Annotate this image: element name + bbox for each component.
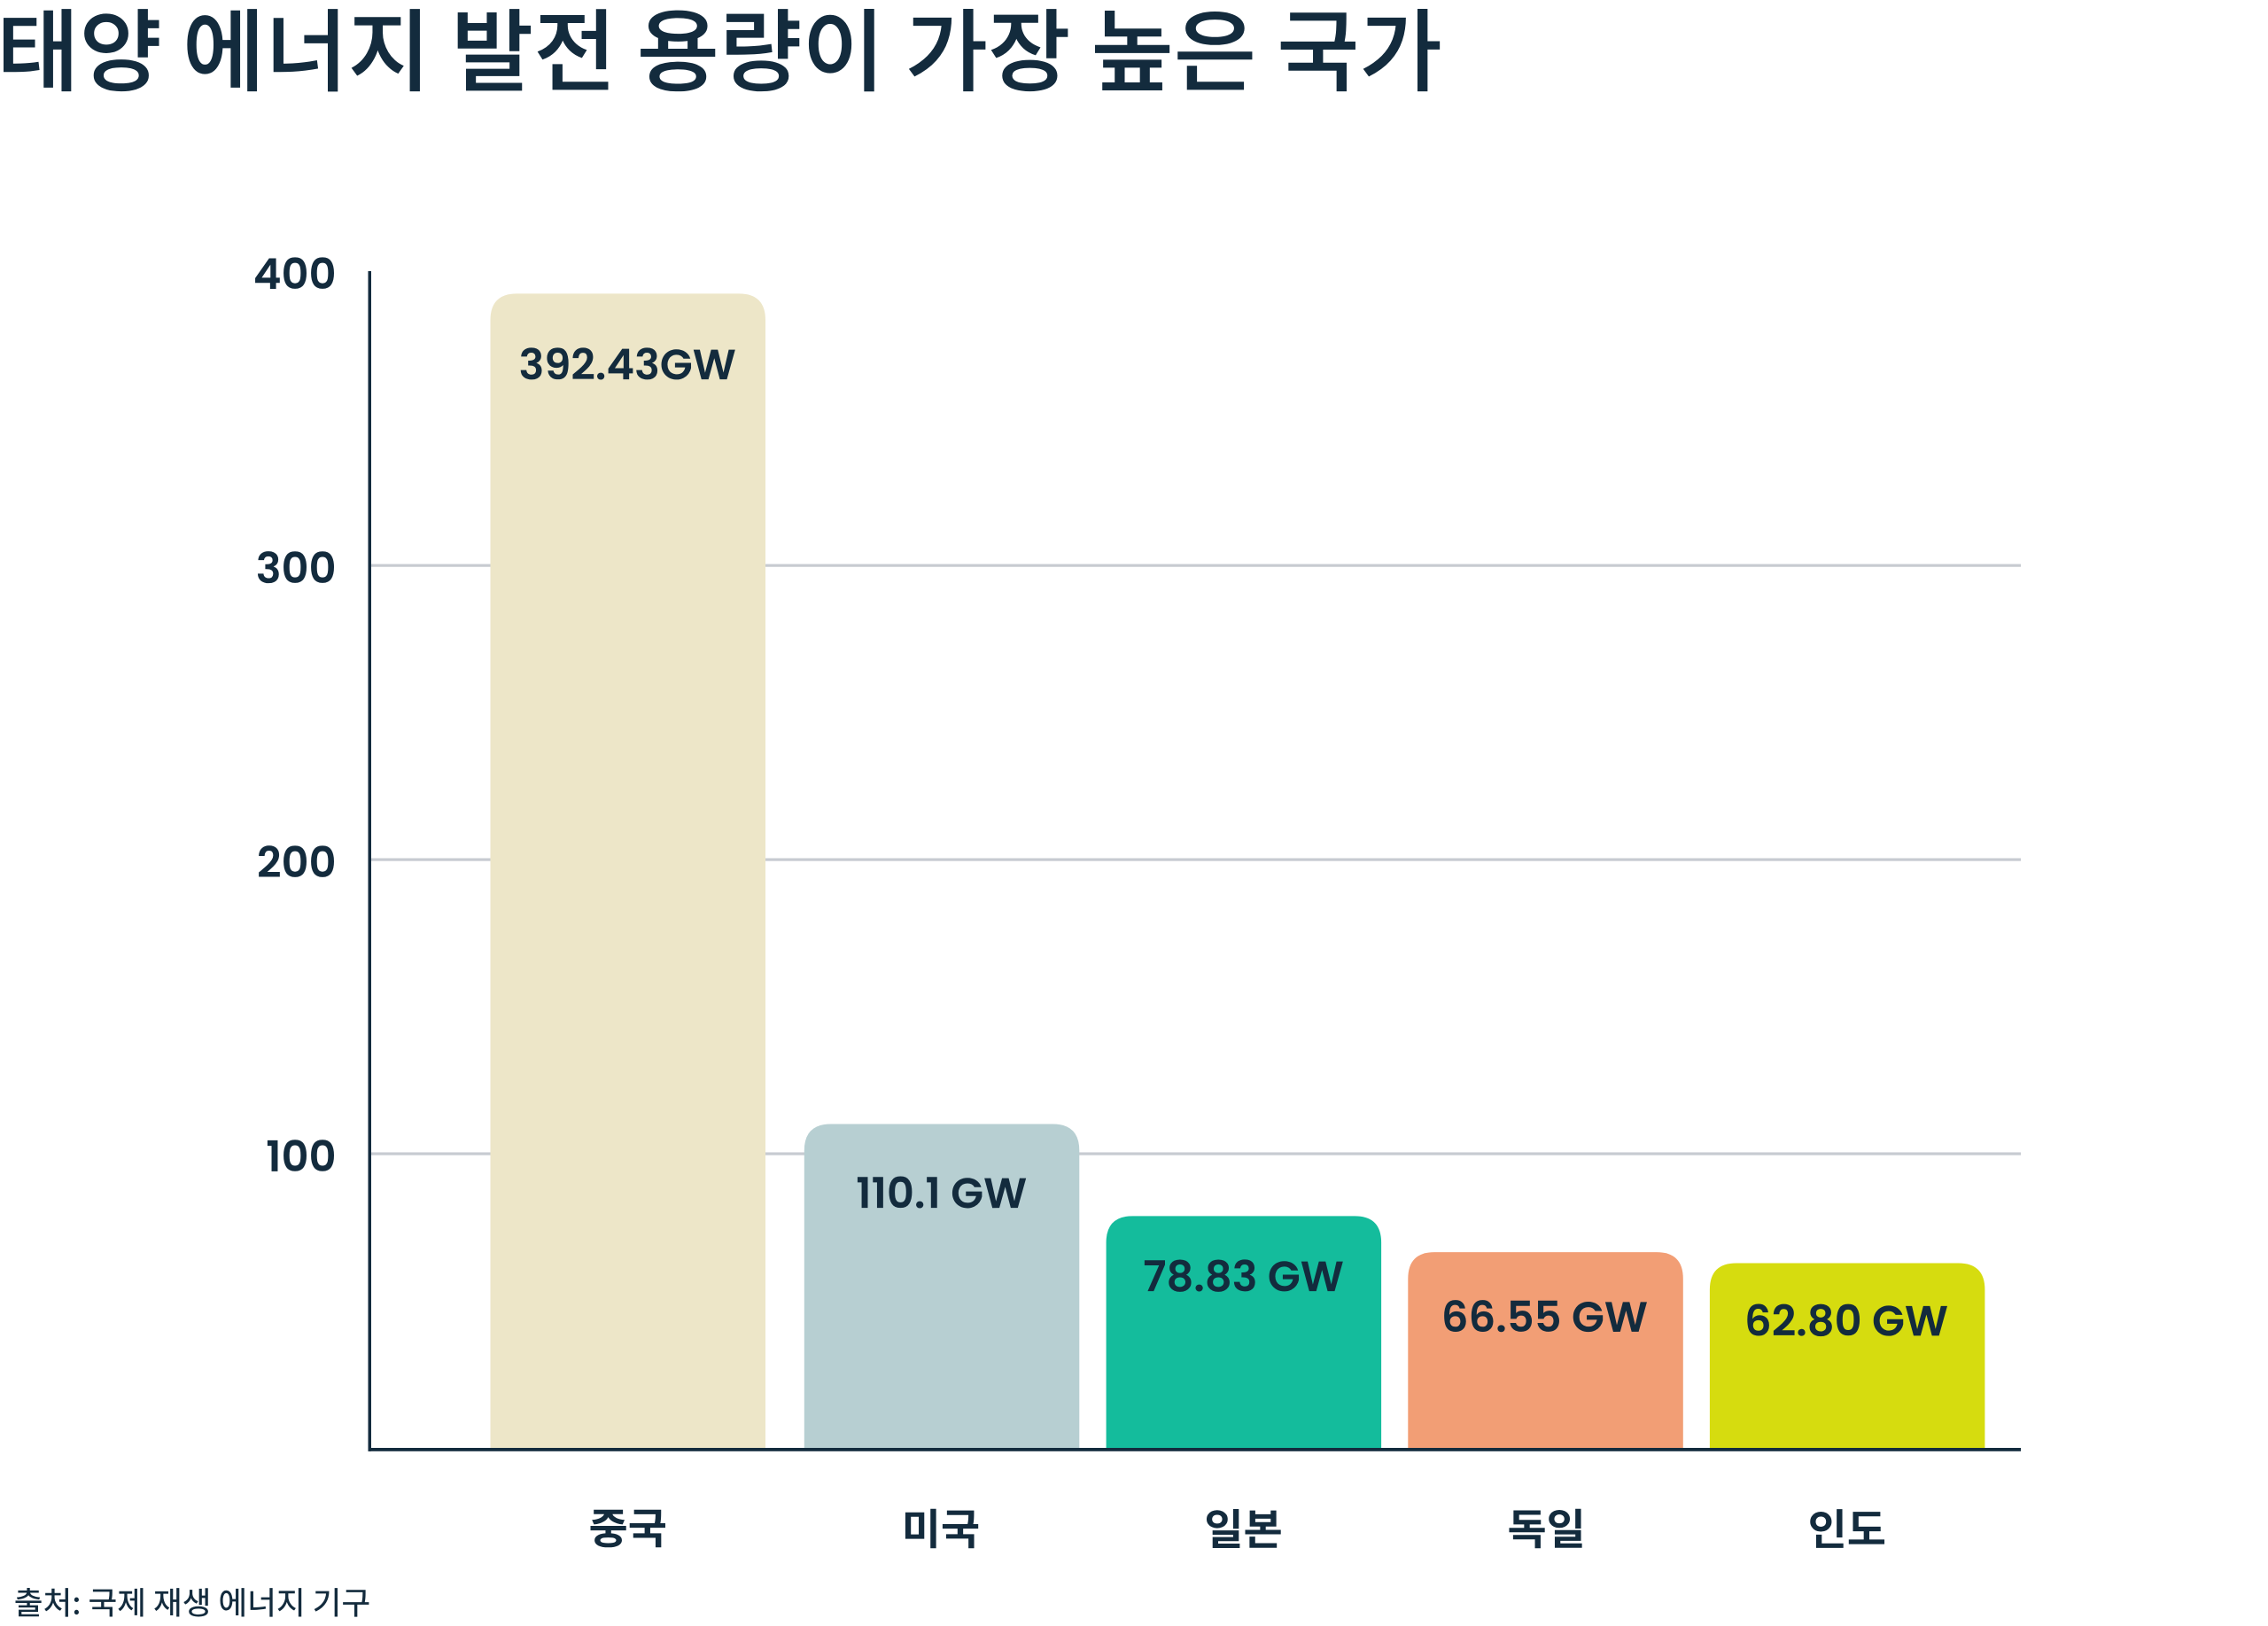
y-tick-label-200 [259,845,335,877]
gridline-100 [371,1152,2021,1155]
bar-중국 [490,293,765,1449]
category-label-독일 [1509,1508,1582,1549]
bar-인도 [1709,1263,1985,1449]
gridline-300 [371,564,2021,567]
bar-value-label-미국 [857,1176,1027,1209]
bar-일본 [1106,1216,1382,1449]
chart-title-text [4,8,1441,92]
y-axis-tick-labels [255,257,335,1171]
y-tick-label-300 [257,551,334,584]
category-label-일본 [1206,1509,1281,1548]
bar-미국 [804,1124,1080,1449]
bars [490,293,1985,1449]
y-tick-label-400 [255,257,334,290]
category-label-미국 [905,1508,979,1549]
bar-독일 [1408,1252,1683,1449]
y-axis-line [368,271,371,1451]
gridline-200 [371,858,2021,861]
category-label-인도 [1810,1509,1885,1548]
y-tick-label-100 [267,1140,334,1171]
bar-value-label-중국 [520,347,735,380]
source-note-text [15,1588,369,1617]
bar-value-label-독일 [1444,1300,1647,1333]
category-label-중국 [590,1509,665,1548]
x-axis-category-labels [590,1508,1885,1549]
bar-value-label-인도 [1747,1303,1947,1337]
gridlines [371,564,2021,1155]
x-axis-line [368,1448,2021,1451]
bar-value-label-일본 [1144,1259,1343,1292]
